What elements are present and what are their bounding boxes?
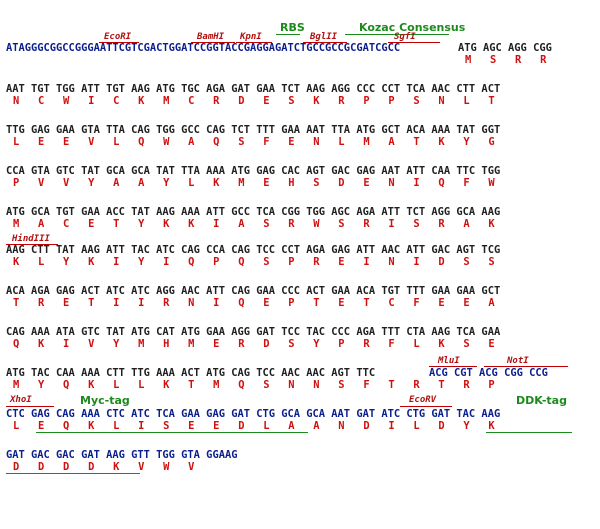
noti-underline <box>484 366 568 367</box>
bamhi-site-label: BamHI <box>197 32 225 42</box>
kpni-underline <box>236 42 272 43</box>
dna-row-1-vector: ATAGGGCGGCCGGGAATTCGTCGACTGGATCCGGTACCGA… <box>6 42 401 54</box>
aa-row-11: D D D D K V W V <box>13 461 195 473</box>
mlui-underline <box>429 366 477 367</box>
aa-row-10: L E Q K L I S E E D L A A N D I L D Y K <box>13 420 495 432</box>
ecori-underline <box>99 42 139 43</box>
ecori-site-label: EcoRI <box>104 32 132 42</box>
dna-row-4: CCA GTA GTC TAT GCA GCA TAT TTA AAA ATG … <box>6 165 501 177</box>
myc-tag-underline <box>36 432 308 433</box>
sgfi-underline <box>388 42 440 43</box>
aa-row-8: Q K I V Y M H M E R D S Y P R F L K S E <box>13 338 495 350</box>
dna-row-3: TTG GAG GAA GTA TTA CAG TGG GCC CAG TCT … <box>6 124 501 136</box>
kozac-consensus-label: Kozac Consensus <box>359 21 466 34</box>
aa-row-3: L E E V L Q W A Q S F E N L M A T K Y G <box>13 136 495 148</box>
bglii-site-label: BglII <box>310 32 338 42</box>
sgfi-site-label: SgfI <box>394 32 416 42</box>
kpni-site-label: KpnI <box>240 32 262 42</box>
rbs-underline <box>276 34 300 35</box>
mlui-site-label: MluI <box>438 356 460 366</box>
hindiii-underline <box>6 244 58 245</box>
dna-row-6: AAG CTT TAT AAG ATT TAC ATC CAG CCA CAG … <box>6 244 501 256</box>
aa-row-7: T R E T I I R N I Q E P T E T C F E E A <box>13 297 495 309</box>
aa-row-2: N C W I C K M C R D E S K R P P S N L T <box>13 95 495 107</box>
bamhi-underline <box>191 42 235 43</box>
noti-site-label: NotI <box>507 356 529 366</box>
dna-row-1-insert: ATG AGC AGG CGG <box>458 42 552 54</box>
dna-row-7: ACA AGA GAG ACT ATC ATC AGG AAC ATT CAG … <box>6 285 501 297</box>
dna-row-11: GAT GAC GAC GAT AAG GTT TGG GTA GGAAG <box>6 449 238 461</box>
kozac-underline <box>345 34 449 35</box>
hindiii-site-label: HindIII <box>12 234 50 244</box>
bglii-underline <box>303 42 347 43</box>
ecorv-underline <box>400 406 452 407</box>
ecorv-site-label: EcoRV <box>409 395 437 405</box>
myc-tag-label: Myc-tag <box>80 394 130 407</box>
aa-row-5: M A C E T Y K K I A S R W S R I S R A K <box>13 218 495 230</box>
aa-row-9: M Y Q K L L K T M Q S N N S F T R T R P <box>13 379 495 391</box>
dna-row-5: ATG GCA TGT GAA ACC TAT AAG AAA ATT GCC … <box>6 206 501 218</box>
ddk-tag-label: DDK-tag <box>516 394 567 407</box>
aa-row-1: M S R R <box>465 54 547 66</box>
dna-row-8: CAG AAA ATA GTC TAT ATG CAT ATG GAA AGG … <box>6 326 501 338</box>
aa-row-6: K L Y K I Y I Q P Q S P R E I N I D S S <box>13 256 495 268</box>
rbs-label: RBS <box>280 21 305 34</box>
dna-row-10-vector: CTC GAG CAG AAA CTC ATC TCA GAA GAG GAT … <box>6 408 501 420</box>
ddk-tag-underline-2 <box>6 473 140 474</box>
xhoi-site-label: XhoI <box>10 395 32 405</box>
aa-row-4: P V V Y A A Y L K M E H S D E N I Q F W <box>13 177 495 189</box>
ddk-tag-underline-1 <box>486 432 572 433</box>
xhoi-underline <box>6 406 54 407</box>
dna-row-9-vector: ACG CGT ACG CGG CCG <box>429 367 548 379</box>
dna-row-2: AAT TGT TGG ATT TGT AAG ATG TGC AGA GAT … <box>6 83 501 95</box>
dna-row-9-insert: ATG TAC CAA AAA CTT TTG AAA ACT ATG CAG … <box>6 367 376 379</box>
